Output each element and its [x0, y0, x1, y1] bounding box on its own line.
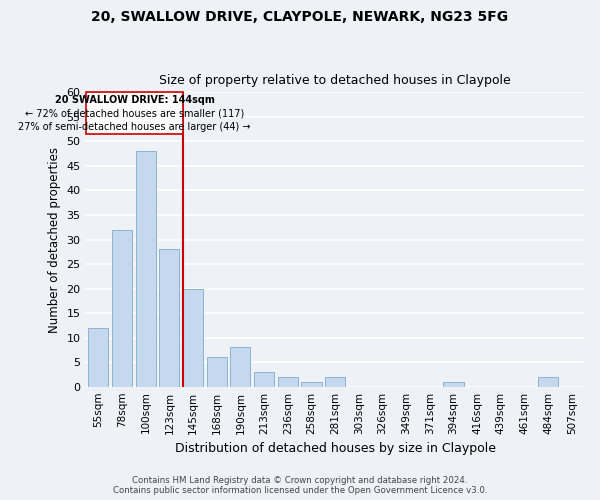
- Bar: [538, 377, 559, 386]
- Bar: [159, 250, 179, 386]
- Bar: [88, 328, 109, 386]
- FancyBboxPatch shape: [86, 92, 183, 134]
- Text: ← 72% of detached houses are smaller (117): ← 72% of detached houses are smaller (11…: [25, 108, 244, 118]
- Title: Size of property relative to detached houses in Claypole: Size of property relative to detached ho…: [159, 74, 511, 87]
- Text: Contains HM Land Registry data © Crown copyright and database right 2024.
Contai: Contains HM Land Registry data © Crown c…: [113, 476, 487, 495]
- X-axis label: Distribution of detached houses by size in Claypole: Distribution of detached houses by size …: [175, 442, 496, 455]
- Bar: [325, 377, 345, 386]
- Bar: [183, 288, 203, 386]
- Bar: [230, 348, 250, 387]
- Bar: [112, 230, 132, 386]
- Bar: [278, 377, 298, 386]
- Text: 20, SWALLOW DRIVE, CLAYPOLE, NEWARK, NG23 5FG: 20, SWALLOW DRIVE, CLAYPOLE, NEWARK, NG2…: [91, 10, 509, 24]
- Text: 27% of semi-detached houses are larger (44) →: 27% of semi-detached houses are larger (…: [19, 122, 251, 132]
- Bar: [254, 372, 274, 386]
- Bar: [301, 382, 322, 386]
- Text: 20 SWALLOW DRIVE: 144sqm: 20 SWALLOW DRIVE: 144sqm: [55, 95, 215, 105]
- Y-axis label: Number of detached properties: Number of detached properties: [48, 146, 61, 332]
- Bar: [443, 382, 464, 386]
- Bar: [206, 357, 227, 386]
- Bar: [136, 151, 156, 386]
